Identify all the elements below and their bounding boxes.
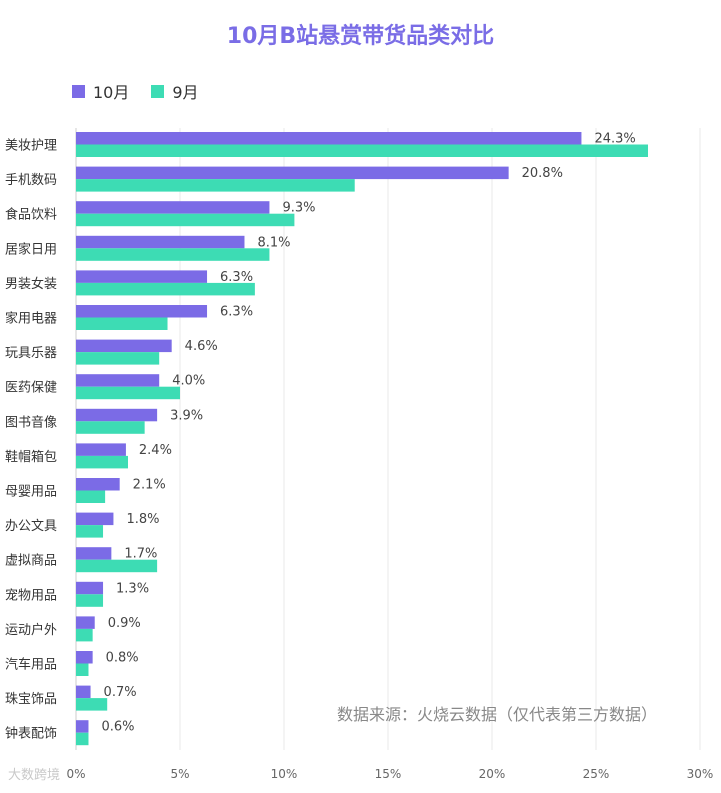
bar-oct	[76, 201, 270, 214]
data-label: 0.8%	[106, 651, 139, 666]
bar-sep	[76, 732, 89, 746]
x-tick-label: 0%	[66, 767, 85, 781]
data-label: 9.3%	[282, 201, 315, 216]
data-source-note: 数据来源：火烧云数据（仅代表第三方数据）	[337, 705, 658, 724]
x-tick-label: 30%	[687, 767, 714, 781]
bar-sep	[76, 628, 93, 642]
bar-oct	[76, 270, 208, 283]
data-label: 24.3%	[594, 132, 635, 147]
bar-sep	[76, 559, 158, 573]
legend-swatch-oct	[72, 84, 85, 98]
bar-sep	[76, 144, 648, 157]
bar-sep	[76, 594, 104, 607]
bar-sep	[76, 663, 89, 676]
category-label: 汽车用品	[5, 657, 57, 673]
data-label: 1.7%	[124, 547, 157, 562]
bar-oct	[76, 512, 114, 526]
category-label: 图书音像	[5, 414, 57, 430]
bar-sep	[76, 179, 355, 192]
category-label: 食品饮料	[5, 207, 57, 223]
bar-oct	[76, 374, 160, 387]
legend: 10月 9月	[72, 79, 199, 103]
bar-oct	[76, 339, 172, 353]
category-label: 虚拟商品	[5, 554, 57, 569]
x-tick-label: 5%	[170, 767, 189, 781]
category-label: 男装女装	[5, 276, 57, 292]
category-label: 鞋帽箱包	[5, 449, 57, 465]
bar-sep	[76, 525, 104, 538]
x-tick-label: 15%	[375, 767, 402, 781]
bar-sep	[76, 248, 270, 261]
bar-oct	[76, 166, 509, 180]
category-label: 办公文具	[5, 519, 57, 534]
data-label: 8.1%	[257, 235, 290, 250]
bar-sep	[76, 421, 145, 434]
data-label: 0.9%	[108, 616, 141, 631]
bar-sep	[76, 352, 160, 365]
data-label: 4.0%	[172, 374, 205, 389]
data-label: 6.3%	[220, 305, 253, 320]
legend-item-sep[interactable]: 9月	[151, 79, 199, 103]
bar-oct	[76, 478, 120, 491]
bar-oct	[76, 132, 582, 145]
bar-sep	[76, 213, 295, 227]
bar-oct	[76, 685, 91, 699]
category-label: 医药保健	[5, 381, 57, 396]
data-label: 1.3%	[116, 581, 149, 596]
x-tick-label: 25%	[583, 767, 610, 781]
bar-oct	[76, 720, 89, 733]
bar-oct	[76, 616, 95, 629]
data-label: 6.3%	[220, 270, 253, 285]
bar-sep	[76, 386, 180, 400]
legend-swatch-sep	[151, 84, 165, 98]
bar-oct	[76, 235, 245, 249]
data-label: 0.7%	[104, 685, 137, 700]
data-label: 20.8%	[522, 166, 563, 181]
legend-label-sep: 9月	[172, 83, 199, 102]
bar-oct	[76, 305, 208, 318]
x-tick-label: 20%	[479, 767, 506, 781]
category-label: 母婴用品	[5, 485, 57, 500]
category-label: 玩具乐器	[5, 346, 57, 361]
category-label: 居家日用	[5, 241, 57, 257]
data-label: 3.9%	[170, 408, 203, 423]
category-label: 宠物用品	[5, 587, 57, 603]
category-label: 运动户外	[5, 622, 57, 638]
data-label: 1.8%	[126, 512, 159, 527]
category-label: 钟表配饰	[5, 726, 57, 742]
bar-sep	[76, 455, 128, 469]
chart-title: 10月B站悬赏带货品类对比	[226, 24, 495, 49]
bar-oct	[76, 651, 93, 664]
bar-sep	[76, 698, 108, 711]
category-label: 手机数码	[5, 173, 57, 188]
data-label: 2.1%	[133, 478, 166, 493]
bar-sep	[76, 282, 255, 296]
bar-oct	[76, 581, 104, 595]
bar-sep	[76, 490, 106, 503]
bar-sep	[76, 317, 168, 330]
category-label: 美妆护理	[5, 139, 57, 154]
category-label: 珠宝饰品	[5, 692, 57, 707]
bar-oct	[76, 547, 112, 560]
legend-label-oct: 10月	[93, 83, 130, 102]
category-label: 家用电器	[5, 311, 57, 327]
bar-oct	[76, 443, 126, 456]
bar-oct	[76, 408, 158, 422]
data-label: 4.6%	[185, 339, 218, 354]
x-tick-label: 10%	[271, 767, 298, 781]
data-label: 2.4%	[139, 443, 172, 458]
watermark-logo: 大数跨境	[8, 768, 61, 783]
legend-item-oct[interactable]: 10月	[72, 79, 129, 103]
data-label: 0.6%	[101, 720, 134, 735]
